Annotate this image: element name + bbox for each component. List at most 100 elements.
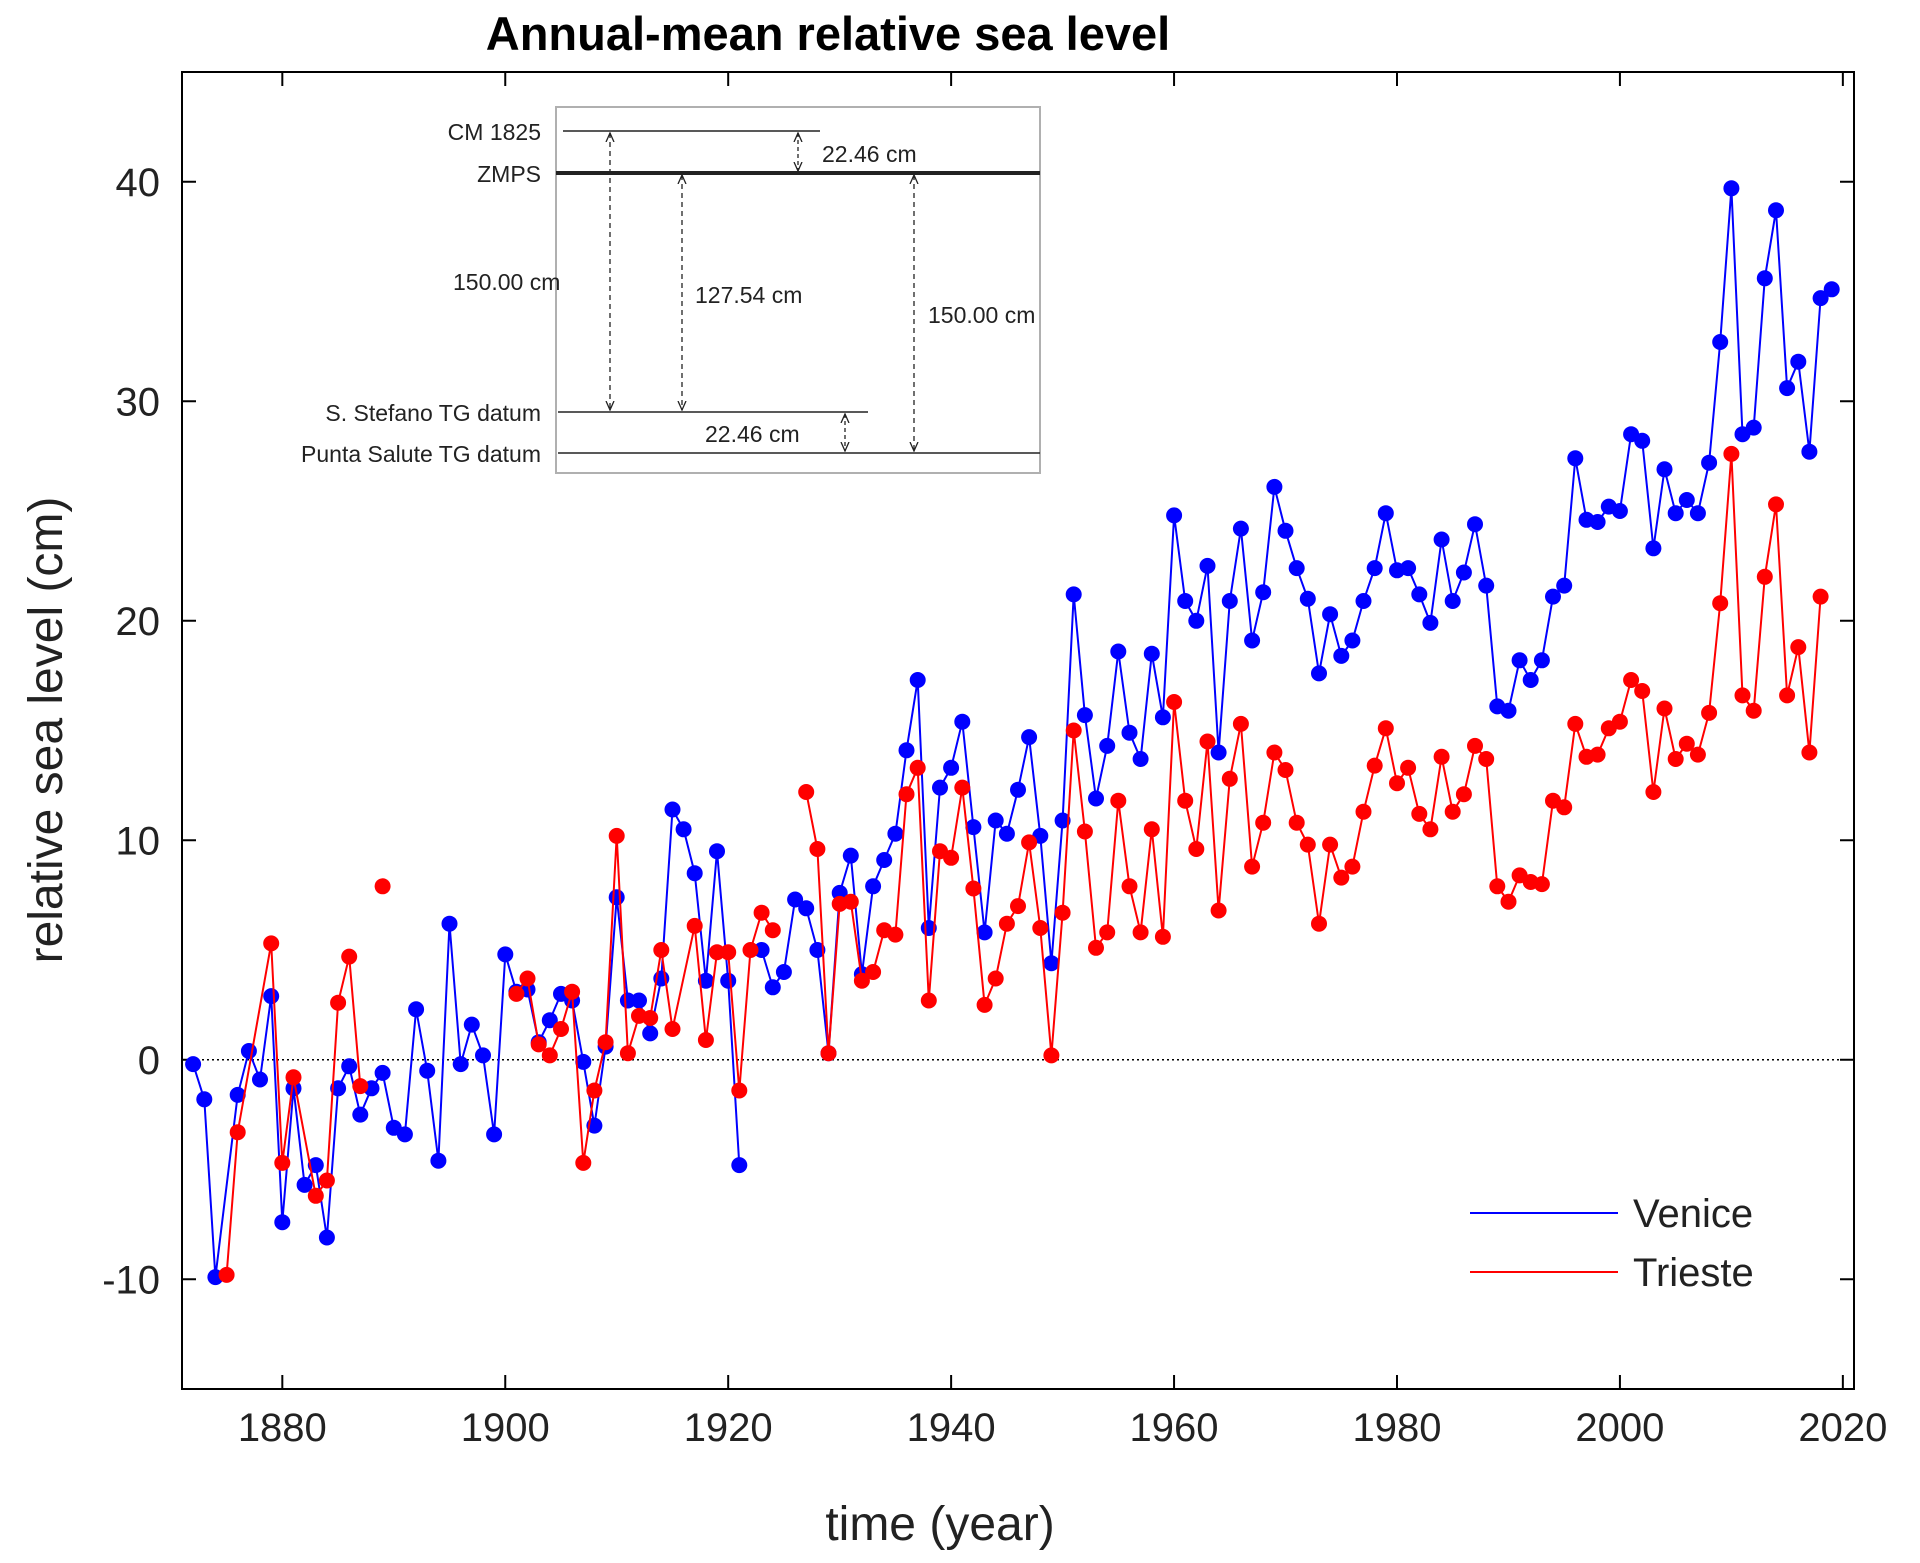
- data-point-trieste: [720, 944, 737, 961]
- data-point-venice: [1121, 724, 1138, 741]
- data-point-trieste: [842, 893, 859, 910]
- data-point-trieste: [1634, 683, 1651, 699]
- data-point-venice: [1366, 560, 1383, 577]
- data-point-venice: [631, 992, 647, 1009]
- data-point-trieste: [1723, 445, 1740, 462]
- data-point-venice: [1010, 781, 1026, 798]
- data-point-trieste: [1054, 904, 1071, 921]
- x-tick-label: 1900: [461, 1406, 550, 1450]
- data-point-venice: [1611, 503, 1628, 519]
- data-point-trieste: [1266, 744, 1283, 761]
- data-point-trieste: [998, 915, 1015, 932]
- data-point-trieste: [1043, 1047, 1060, 1064]
- dim-label-127: 127.54 cm: [695, 282, 802, 308]
- data-point-trieste: [1188, 841, 1205, 857]
- data-point-venice: [608, 889, 625, 906]
- data-point-trieste: [965, 880, 982, 897]
- data-point-venice: [1790, 353, 1807, 370]
- data-point-trieste: [865, 964, 882, 980]
- data-point-venice: [1232, 520, 1249, 537]
- x-tick-label: 1960: [1130, 1406, 1219, 1450]
- data-point-venice: [731, 1157, 748, 1174]
- data-point-trieste: [597, 1034, 614, 1051]
- data-point-venice: [330, 1080, 347, 1097]
- series-layer: [185, 180, 1840, 1286]
- data-point-venice: [753, 942, 770, 958]
- data-point-trieste: [318, 1172, 335, 1189]
- series-line-trieste: [225, 943, 362, 1275]
- data-point-trieste: [1556, 799, 1573, 816]
- data-point-venice: [1667, 505, 1684, 522]
- data-point-venice: [787, 891, 804, 908]
- data-point-trieste: [1143, 821, 1160, 838]
- data-point-venice: [1400, 560, 1417, 577]
- data-point-trieste: [1299, 836, 1316, 853]
- data-point-trieste: [1779, 687, 1796, 704]
- data-point-trieste: [619, 1045, 636, 1062]
- data-point-trieste: [1790, 639, 1807, 656]
- series-trieste: [218, 445, 1829, 1283]
- chart-title: Annual-mean relative sea level: [486, 7, 1170, 60]
- data-point-trieste: [1422, 821, 1439, 838]
- data-point-trieste: [1444, 803, 1461, 820]
- data-point-venice: [1444, 593, 1461, 609]
- data-point-venice: [1567, 450, 1584, 467]
- data-point-venice: [1076, 707, 1093, 724]
- data-point-trieste: [1500, 893, 1517, 910]
- data-point-venice: [196, 1091, 213, 1108]
- datum-inset: CM 1825 ZMPS S. Stefano TG datum Punta S…: [301, 106, 1041, 474]
- data-point-venice: [1511, 652, 1528, 669]
- data-point-trieste: [1032, 920, 1049, 936]
- data-point-venice: [1054, 812, 1071, 829]
- data-point-trieste: [1154, 928, 1171, 945]
- data-point-trieste: [1088, 939, 1104, 956]
- data-point-trieste: [1589, 746, 1606, 763]
- data-point-trieste: [909, 759, 926, 776]
- data-point-venice: [664, 801, 681, 818]
- data-point-trieste: [1221, 770, 1238, 787]
- data-point-venice: [1088, 790, 1104, 807]
- data-point-trieste: [1199, 733, 1216, 750]
- data-point-venice: [1021, 729, 1038, 746]
- data-point-trieste: [1099, 924, 1116, 941]
- data-point-trieste: [1756, 568, 1773, 585]
- data-point-venice: [642, 1025, 659, 1042]
- dim-label-22-top: 22.46 cm: [822, 141, 917, 167]
- data-point-venice: [1377, 505, 1394, 522]
- data-point-trieste: [1567, 715, 1584, 732]
- y-tick-label: 30: [116, 380, 161, 424]
- data-point-trieste: [1377, 720, 1394, 737]
- data-point-trieste: [508, 985, 525, 1002]
- data-point-venice: [1712, 334, 1729, 350]
- series-line-trieste: [805, 453, 1822, 1056]
- data-point-trieste: [943, 849, 960, 866]
- data-point-venice: [1545, 588, 1561, 605]
- data-point-venice: [1166, 507, 1183, 524]
- x-tick-label: 2020: [1798, 1406, 1887, 1450]
- data-point-trieste: [731, 1082, 748, 1099]
- zmps-label: ZMPS: [477, 161, 541, 187]
- data-point-trieste: [1745, 702, 1762, 719]
- data-point-venice: [463, 1016, 480, 1033]
- data-point-trieste: [1467, 737, 1483, 754]
- data-point-trieste: [1701, 704, 1718, 721]
- data-point-venice: [1255, 584, 1272, 601]
- data-point-venice: [1689, 505, 1706, 522]
- data-point-venice: [1322, 606, 1339, 623]
- data-point-venice: [998, 825, 1015, 842]
- data-point-trieste: [274, 1154, 291, 1171]
- data-point-venice: [1266, 478, 1283, 495]
- y-tick-label: 40: [116, 161, 161, 205]
- data-point-venice: [497, 946, 514, 963]
- data-point-trieste: [1166, 694, 1183, 710]
- data-point-trieste: [898, 786, 915, 803]
- data-point-trieste: [229, 1124, 246, 1141]
- data-point-trieste: [586, 1082, 603, 1099]
- x-tick-label: 2000: [1575, 1406, 1664, 1450]
- data-point-trieste: [653, 942, 670, 958]
- data-point-venice: [865, 878, 882, 895]
- data-point-trieste: [1244, 858, 1261, 875]
- data-point-venice: [831, 884, 848, 901]
- data-point-trieste: [341, 948, 358, 965]
